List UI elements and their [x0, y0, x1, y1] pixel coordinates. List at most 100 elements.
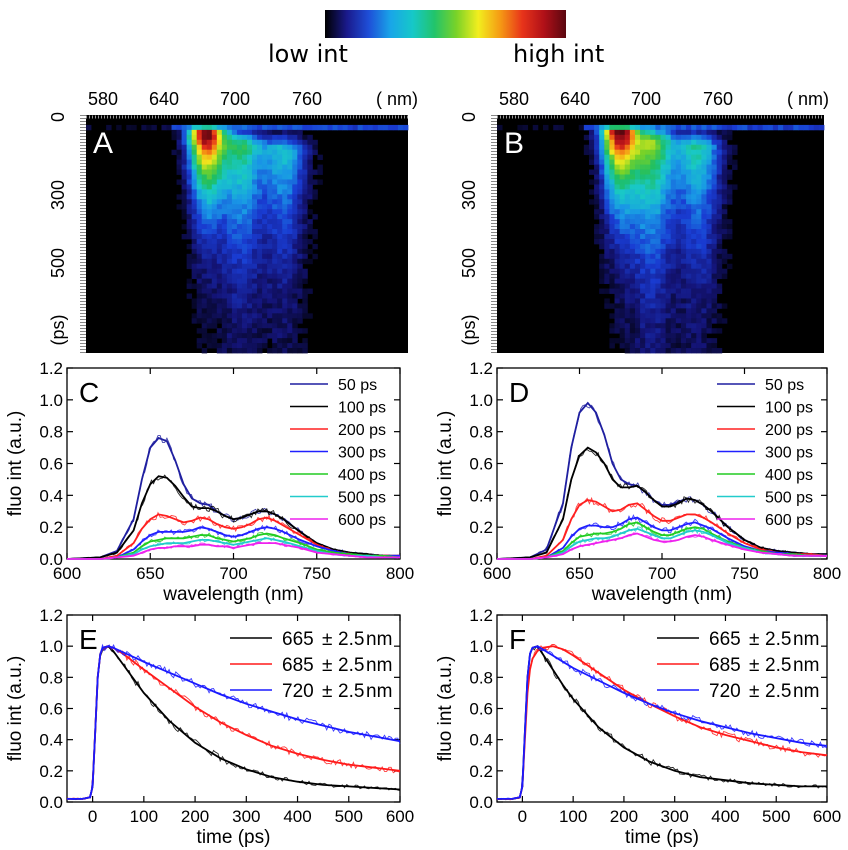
heatmap-cell — [655, 238, 661, 245]
heatmap-cell — [588, 189, 595, 195]
heatmap-cell — [216, 164, 223, 170]
heatmap-cell — [262, 219, 268, 225]
heatmap-cell — [665, 313, 672, 319]
heatmap-cell — [216, 209, 223, 215]
heatmap-cell — [670, 238, 677, 245]
heatmap-cell — [665, 328, 672, 334]
heatmap-cell — [226, 159, 233, 165]
heatmap-cell — [619, 238, 626, 245]
y-tick-label: 0.2 — [469, 762, 493, 781]
heatmap-cell — [226, 268, 233, 275]
heatmap-cell — [619, 189, 626, 195]
y-tick-label: 0.8 — [39, 423, 63, 442]
heatmap-cell — [619, 224, 626, 230]
heatmap-cell — [665, 164, 672, 170]
heatmap-cell — [670, 169, 677, 175]
heatmap-cell — [640, 258, 646, 265]
heatmap-cell — [171, 124, 177, 131]
heatmap-cell — [247, 179, 253, 185]
heatmap-cell — [126, 124, 132, 131]
heatmap-cell — [272, 348, 278, 354]
heatmap-cell — [706, 308, 712, 314]
heatmap-cell — [292, 328, 298, 334]
heatmap-cell — [640, 273, 646, 280]
heatmap-cell — [716, 268, 723, 275]
heatmap-cell — [181, 129, 188, 136]
heatmap-cell — [267, 273, 273, 280]
heatmap-cell — [272, 328, 278, 334]
heatmap-cell — [660, 298, 667, 304]
heatmap-cell — [711, 308, 718, 314]
heatmap-cell — [660, 214, 667, 220]
heatmap-cell — [680, 194, 687, 200]
x-tick-label: 650 — [565, 564, 593, 583]
heatmap-cell — [609, 129, 615, 136]
heatmap-cell — [252, 328, 258, 334]
heatmap-cell — [645, 159, 651, 165]
heatmap-cell — [711, 134, 718, 141]
heatmap-cell — [619, 204, 626, 210]
heatmap-cell — [604, 273, 610, 280]
heatmap-cell — [650, 164, 656, 170]
heatmap-cell — [272, 268, 278, 275]
heatmap-cell — [706, 323, 712, 329]
heatmap-cell — [614, 174, 621, 180]
heatmap-cell — [106, 124, 112, 131]
heatmap-cell — [206, 238, 213, 245]
heatmap-cell — [701, 169, 707, 175]
heatmap-cell — [609, 139, 615, 146]
heatmap-cell — [231, 253, 238, 260]
heatmap-cell — [629, 243, 636, 250]
heatmap-cell — [287, 134, 293, 141]
heatmap-cell — [650, 328, 656, 334]
heatmap-cell — [732, 184, 738, 190]
heatmap-cell — [721, 219, 728, 225]
heatmap-cell — [257, 134, 263, 141]
heatmap-cell — [634, 323, 641, 329]
heatmap-cell — [241, 273, 248, 280]
heatmap-cell — [262, 278, 268, 284]
heatmap-cell — [221, 328, 228, 334]
heatmap-cell — [686, 303, 692, 309]
y-tick-label: 0.4 — [469, 731, 493, 750]
heatmap-cell — [307, 238, 313, 245]
heatmap-cell — [176, 139, 182, 146]
heatmap-cell — [634, 298, 641, 304]
heatmap-cell — [619, 134, 626, 141]
heatmap-cell — [191, 124, 198, 131]
heatmap-cell — [297, 283, 303, 289]
heatmap-cell — [670, 333, 677, 339]
heatmap-cell — [686, 258, 692, 265]
heatmap-cell — [236, 189, 243, 195]
heatmap-cell — [660, 348, 667, 354]
heatmap-cell — [670, 129, 677, 136]
heatmap-cell — [624, 154, 631, 161]
heatmap-cell — [629, 348, 636, 354]
heatmap-cell — [191, 189, 198, 195]
heatmap-cell — [609, 204, 615, 210]
heatmap-cell — [257, 144, 263, 151]
heatmap-cell — [670, 199, 677, 205]
heatmap-cell — [252, 248, 258, 255]
heatmap-cell — [660, 134, 667, 141]
series-fit-line — [67, 542, 400, 560]
heatmap-cell — [151, 124, 157, 131]
heatmap-cell — [701, 313, 707, 319]
heatmap-cell — [226, 283, 233, 289]
heatmap-cell — [594, 169, 600, 175]
heatmap-cell — [629, 229, 636, 235]
heatmap-cell — [588, 139, 595, 146]
heatmap-cell — [624, 293, 631, 299]
heatmap-cell — [181, 204, 188, 210]
heatmap-cell — [645, 258, 651, 265]
heatmap-cell — [711, 169, 718, 175]
heatmap-cell — [302, 194, 308, 200]
heatmap-cell — [670, 343, 677, 349]
heatmap-cell — [206, 169, 213, 175]
heatmap-cell — [282, 343, 288, 349]
heatmap-cell — [307, 224, 313, 230]
heatmap-cell — [216, 318, 223, 324]
heatmap-cell — [211, 199, 218, 205]
heatmap-cell — [696, 288, 702, 294]
